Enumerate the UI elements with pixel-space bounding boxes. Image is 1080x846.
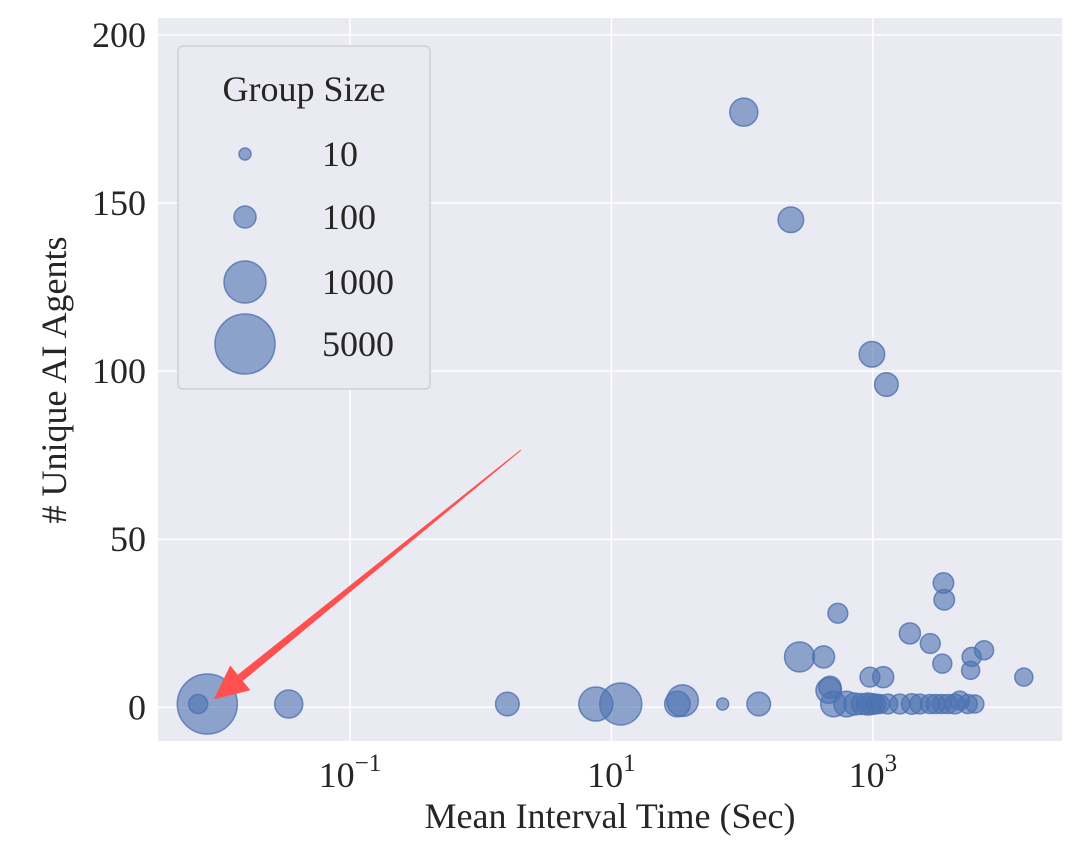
legend-title: Group Size [223, 69, 386, 109]
arrow-head [213, 665, 251, 700]
data-point [811, 645, 836, 669]
legend-marker [214, 313, 276, 375]
data-point [873, 372, 899, 398]
legend: Group Size 10 100 1000 5000 [177, 45, 431, 390]
data-point [187, 693, 209, 715]
y-tick-label: 0 [128, 687, 146, 727]
data-point [858, 340, 886, 368]
arrow-shaft [237, 449, 522, 681]
tick-labels: 10−1 101 103 0 50 100 150 200 [92, 15, 897, 795]
x-tick-label: 101 [587, 750, 636, 795]
y-tick-label: 150 [92, 183, 146, 223]
y-tick-label: 50 [110, 519, 146, 559]
data-point [663, 690, 691, 718]
y-axis-label: # Unique AI Agents [34, 237, 74, 524]
data-point [932, 653, 953, 674]
y-tick-label: 100 [92, 351, 146, 391]
legend-label: 10 [322, 134, 358, 174]
x-tick-label: 103 [849, 750, 898, 795]
data-point [273, 689, 304, 719]
data-point [783, 641, 816, 673]
data-point [715, 697, 730, 711]
data-point [746, 691, 772, 717]
legend-label: 100 [322, 197, 376, 237]
data-point [973, 639, 995, 661]
data-point [933, 588, 956, 611]
legend-marker [233, 205, 257, 229]
data-point [827, 602, 849, 624]
legend-label: 1000 [322, 262, 394, 302]
y-tick-label: 200 [92, 15, 146, 55]
legend-marker [238, 147, 252, 161]
data-point [898, 622, 922, 645]
data-points [176, 97, 1034, 735]
legend-marker [223, 260, 267, 304]
annotation-arrow [213, 449, 522, 700]
data-point [1014, 667, 1034, 687]
data-point [965, 694, 985, 714]
data-point [919, 632, 941, 655]
data-point [494, 691, 520, 717]
data-point [960, 660, 981, 681]
data-point [729, 97, 759, 127]
data-point [777, 206, 805, 234]
data-point [871, 665, 895, 689]
x-axis-label: Mean Interval Time (Sec) [425, 796, 796, 836]
x-tick-label: 10−1 [319, 750, 382, 795]
data-point [599, 682, 643, 726]
legend-label: 5000 [322, 324, 394, 364]
